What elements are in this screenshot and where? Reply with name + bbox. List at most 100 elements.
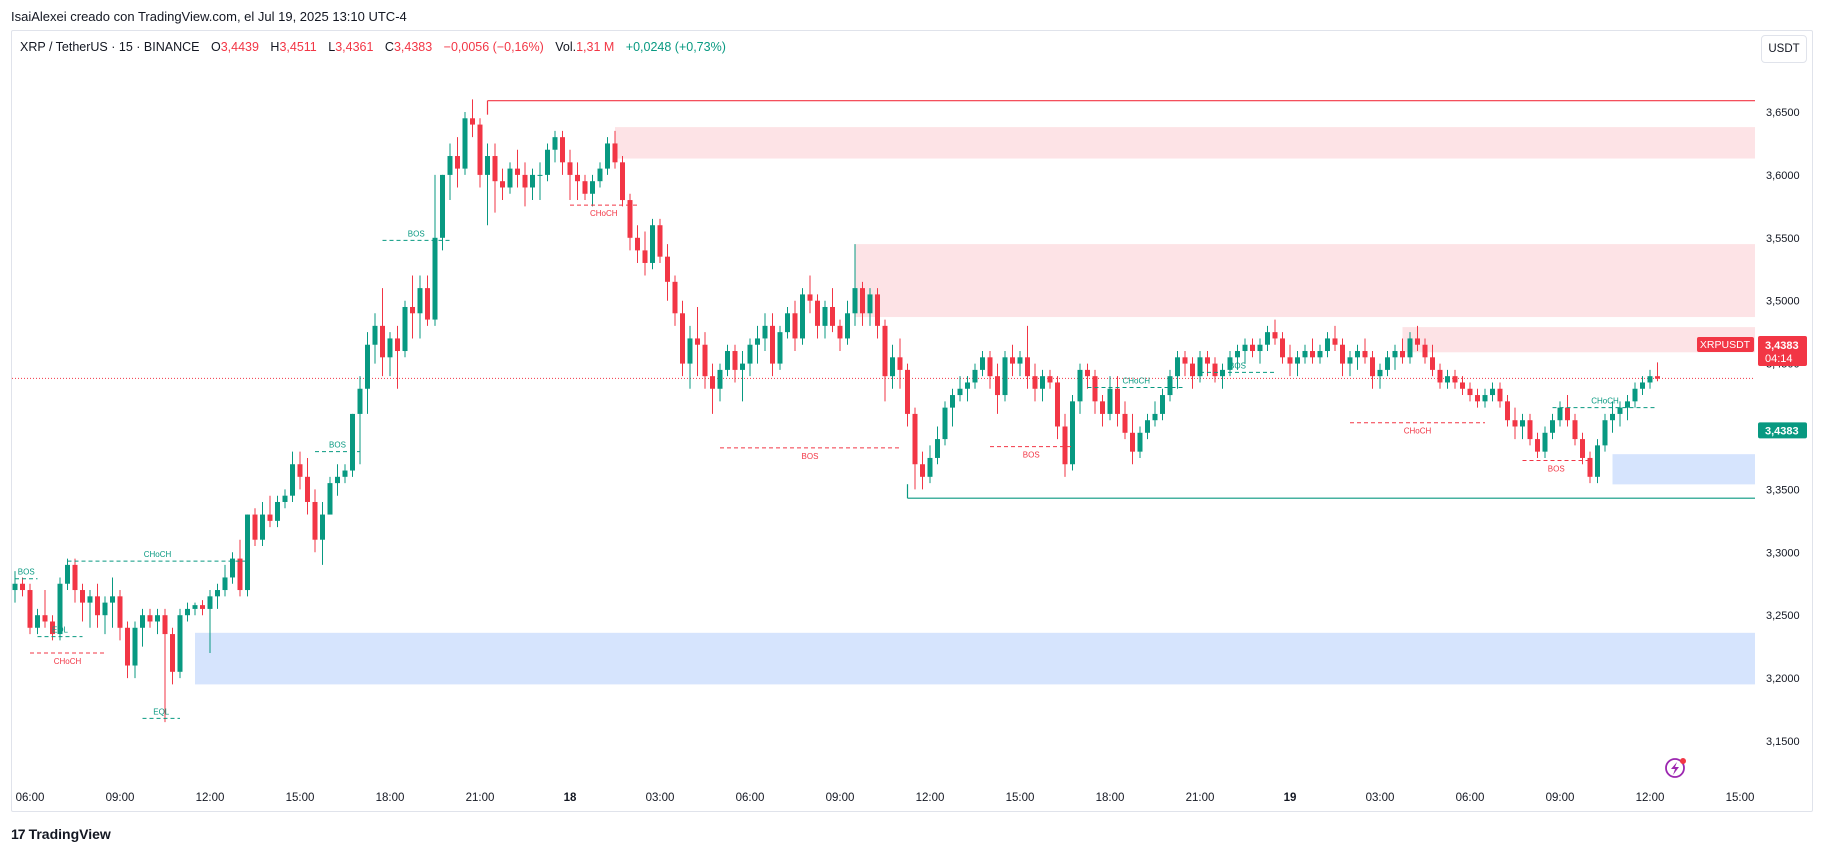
lightning-icon[interactable] [1665,758,1686,778]
candle-body [957,388,963,396]
time-tick-label: 19 [1284,792,1297,804]
candle [380,288,385,377]
candle [492,143,498,213]
candle-body [732,351,738,370]
candle [612,130,618,169]
candle [387,332,393,377]
candle-body [762,325,768,339]
candle [972,363,978,389]
candle-body [912,413,918,465]
candle [1302,344,1308,364]
time-tick-label: 06:00 [736,792,765,804]
candle [312,489,318,553]
candle [792,300,798,352]
candle [1220,363,1225,389]
candle [867,288,873,326]
candle-body [1437,369,1443,383]
candle-body [1190,363,1195,377]
symbol-tag [1697,337,1754,352]
supply-zone-2 [855,244,1755,318]
currency-button[interactable]: USDT [1761,35,1807,63]
candle [12,571,18,603]
structure-label: BOS [1229,361,1246,370]
candle [950,388,955,427]
structure-label: CHoCH [1122,377,1150,386]
candle-body [1572,420,1578,440]
candle [807,275,813,314]
candle-body [1512,420,1518,427]
candle-body [1482,395,1488,402]
candle-body [1550,420,1555,433]
candle-body [342,470,348,477]
candle [920,451,925,490]
candle-body [80,590,85,603]
time-tick-label: 09:00 [106,792,135,804]
brand-name: TradingView [28,826,111,842]
candle-body [860,288,865,314]
time-tick-label: 12:00 [196,792,225,804]
candle-body [170,634,175,672]
time-tick-label: 15:00 [1726,792,1755,804]
candle-body [1145,420,1150,433]
candle-body [605,143,610,169]
candle [1235,344,1240,370]
candle-body [837,325,843,339]
candle [1100,395,1105,427]
candle-body [387,338,393,358]
candle [642,231,648,276]
candle [20,577,25,597]
candle-body [597,168,603,182]
candle-body [1377,369,1383,377]
structure-label: CHoCH [590,209,618,218]
candle-body [1205,357,1210,364]
candle-body [1257,344,1263,352]
candle-body [612,143,618,163]
candle-body [1355,351,1360,358]
candle [305,457,310,515]
candle [260,501,265,547]
candle-body [27,590,33,628]
candle-body [470,118,475,125]
candle-body [852,288,858,314]
candle-body [1227,357,1233,370]
candle [1062,413,1068,477]
candle-body [440,174,445,238]
candle [290,451,295,502]
candle [125,621,130,679]
candle-body [410,306,415,314]
time-tick-label: 09:00 [1546,792,1575,804]
candle [192,602,198,616]
candle-body [417,288,423,314]
supply-zone-1 [615,127,1755,159]
candle [57,577,63,641]
candle-body [1497,388,1503,402]
candle [852,244,858,326]
candle-body [1137,432,1143,452]
structure-label: BOS [329,441,346,450]
candle-body [710,376,715,389]
candle-body [290,464,295,496]
candle [1587,451,1593,484]
candle-body [1115,388,1120,414]
symbol-name[interactable]: XRP / TetherUS · 15 · BINANCE [20,40,200,54]
candle [1107,376,1113,421]
candle [822,300,828,339]
candle-body [1302,351,1308,358]
candle [1347,351,1353,377]
chart-caption: IsaiAlexei creado con TradingView.com, e… [11,9,407,24]
candle-body [695,338,700,345]
tradingview-logo[interactable]: 17 TradingView [11,826,111,842]
candle [1340,338,1345,377]
candle [95,583,100,628]
candle [1145,413,1150,440]
candle-body [1445,376,1450,383]
candle-body [395,338,400,352]
candle-body [1122,413,1128,433]
candle-body [807,294,813,301]
candle [522,162,528,207]
candle-body [50,621,55,635]
candle [1122,401,1128,440]
candle-body [1107,388,1113,414]
candle [282,489,288,509]
